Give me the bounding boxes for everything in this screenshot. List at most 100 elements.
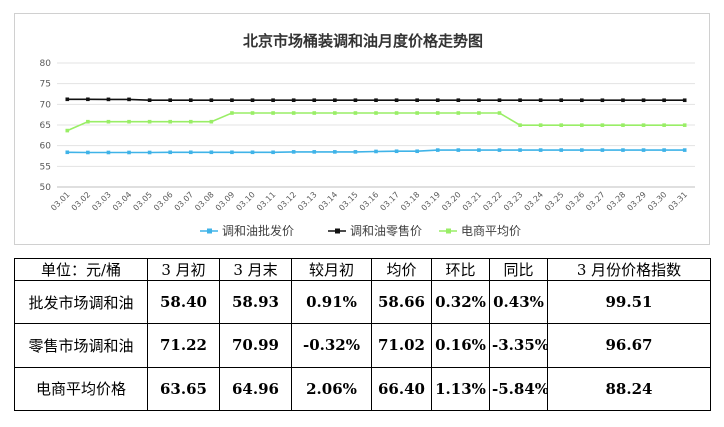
data-point (250, 111, 255, 115)
x-tick-label: 03.11 (255, 190, 278, 213)
data-point (518, 98, 522, 102)
data-point (559, 148, 564, 152)
cell-mom: 0.16% (431, 323, 490, 368)
data-point (333, 98, 337, 102)
legend: 调和油批发价 调和油零售价 电商平均价 (200, 223, 521, 238)
x-tick-label: 03.17 (378, 190, 401, 213)
data-point (312, 111, 317, 115)
x-tick-label: 03.31 (667, 190, 690, 213)
header-average: 均价 (371, 258, 432, 281)
x-tick-label: 03.29 (625, 190, 648, 213)
cell-month-end: 58.93 (219, 279, 292, 325)
data-point (250, 98, 255, 102)
data-point (209, 150, 214, 155)
table-header-row: 单位：元/桶 3 月初 3 月末 较月初 均价 环比 同比 3 月份价格指数 (14, 258, 711, 281)
x-tick-label: 03.22 (481, 190, 504, 213)
data-point (435, 148, 440, 152)
cell-yoy: -3.35% (489, 323, 548, 368)
y-tick-label: 80 (40, 59, 52, 69)
data-point (127, 150, 131, 155)
data-point (127, 97, 131, 102)
data-point (641, 98, 646, 103)
legend-label: 调和油批发价 (222, 223, 294, 238)
cell-mom: 0.32% (431, 279, 490, 325)
data-point (415, 149, 419, 154)
data-point (353, 150, 358, 154)
header-price-index: 3 月份价格指数 (547, 258, 711, 281)
data-point (86, 150, 90, 155)
data-point (250, 150, 255, 155)
data-point (312, 98, 317, 102)
x-tick-label: 03.19 (420, 190, 443, 213)
data-point (477, 148, 481, 152)
cell-price-index: 88.24 (547, 366, 711, 412)
header-yoy: 同比 (489, 258, 548, 281)
cell-price-index: 96.67 (547, 323, 711, 368)
data-point (86, 119, 90, 124)
data-point (374, 149, 378, 154)
data-point (497, 98, 502, 102)
data-point (209, 98, 214, 102)
row-label: 电商平均价格 (14, 366, 148, 412)
series-lines (65, 97, 687, 155)
x-tick-label: 03.03 (90, 190, 113, 213)
data-point (127, 119, 131, 124)
data-point (477, 98, 481, 102)
y-tick-label: 50 (40, 183, 52, 193)
cell-vs-month-start: 2.06% (291, 366, 372, 412)
x-tick-label: 03.12 (276, 190, 299, 213)
data-point (65, 128, 70, 133)
data-point (621, 148, 625, 152)
series-group (65, 148, 687, 155)
cell-yoy: 0.43% (489, 279, 548, 325)
x-tick-label: 03.05 (131, 190, 154, 213)
data-point (333, 111, 337, 115)
x-tick-label: 03.06 (152, 190, 175, 213)
x-tick-label: 03.08 (193, 190, 216, 213)
data-point (641, 123, 646, 127)
data-point (353, 98, 358, 102)
cell-average: 66.40 (371, 366, 432, 412)
x-tick-label: 03.27 (584, 190, 607, 213)
table-row: 零售市场调和油 71.22 70.99 -0.32% 71.02 0.16% -… (14, 323, 711, 368)
series-group (65, 111, 687, 133)
data-point (497, 148, 502, 152)
header-unit: 单位：元/桶 (14, 258, 148, 281)
cell-month-start: 71.22 (147, 323, 220, 368)
data-point (641, 148, 646, 152)
cell-vs-month-start: -0.32% (291, 323, 372, 368)
data-point (662, 123, 666, 127)
data-point (147, 98, 152, 102)
table-row: 批发市场调和油 58.40 58.93 0.91% 58.66 0.32% 0.… (14, 279, 711, 325)
data-point (333, 150, 337, 154)
cell-average: 71.02 (371, 323, 432, 368)
data-point (353, 111, 358, 115)
cell-vs-month-start: 0.91% (291, 279, 372, 325)
data-point (538, 98, 543, 102)
header-month-end: 3 月末 (219, 258, 292, 281)
data-point (415, 111, 419, 115)
data-point (435, 98, 440, 102)
data-point (147, 150, 152, 155)
data-point (682, 123, 687, 127)
data-point (538, 148, 543, 152)
data-point (374, 98, 378, 102)
cell-average: 58.66 (371, 279, 432, 325)
cell-month-start: 58.40 (147, 279, 220, 325)
row-label: 零售市场调和油 (14, 323, 148, 368)
grid (57, 62, 695, 188)
y-tick-label: 70 (40, 100, 52, 110)
x-tick-label: 03.20 (440, 190, 463, 213)
series-line (66, 112, 685, 132)
data-point (456, 148, 461, 152)
x-tick-label: 03.15 (337, 190, 360, 213)
data-point (682, 98, 687, 103)
data-point (456, 98, 461, 102)
legend-marker (335, 228, 340, 234)
data-point (168, 119, 172, 124)
cell-price-index: 99.51 (547, 279, 711, 325)
data-point (291, 98, 296, 102)
cell-month-start: 63.65 (147, 366, 220, 412)
data-point (188, 98, 193, 102)
